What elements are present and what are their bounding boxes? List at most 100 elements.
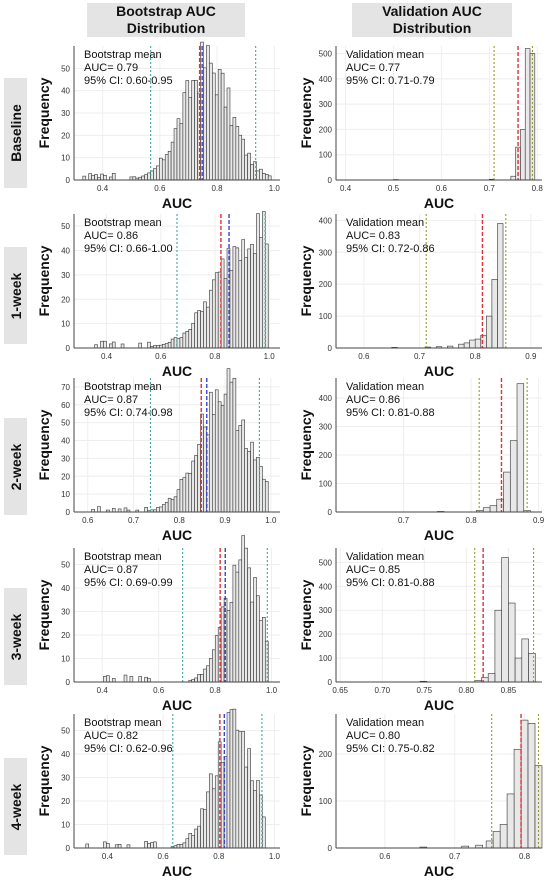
histogram-bar-64: [262, 617, 266, 683]
histogram-bar-59: [247, 748, 251, 849]
histogram-bar-3: [514, 657, 523, 683]
histogram-bar-65: [264, 174, 269, 181]
x-tick-label-1: 0.7: [128, 516, 140, 525]
histogram-bar-30: [161, 343, 166, 349]
y-tick-label-0: 0: [66, 508, 71, 517]
y-tick-label-5: 50: [61, 560, 70, 569]
y-tick-label-4: 40: [61, 437, 70, 446]
x-tick-label-0: 0.4: [97, 686, 109, 695]
annotation-line-2: 95% CI: 0.60-0.95: [84, 75, 173, 87]
histogram-bar-64: [262, 173, 266, 181]
x-axis-label: AUC: [162, 697, 192, 713]
histogram-bar-44: [203, 668, 207, 683]
histogram-bar-1: [520, 129, 526, 181]
y-tick-label-2: 20: [61, 472, 70, 481]
histogram-bar-64: [262, 816, 266, 849]
histogram-bar-3: [496, 498, 504, 513]
histogram-bar-58: [244, 766, 248, 849]
x-tick-label-2: 0.75: [416, 686, 432, 695]
histogram-bar-44: [203, 67, 207, 181]
histogram-bar-34: [173, 496, 178, 513]
histogram-bar-4: [506, 793, 515, 849]
y-tick-label-4: 400: [319, 216, 333, 225]
histogram-bar-44: [203, 426, 207, 513]
y-axis-label: Frequency: [36, 77, 52, 148]
y-tick-label-2: 20: [61, 131, 70, 140]
x-tick-label-1: 0.7: [414, 352, 426, 361]
histogram-bar-33: [170, 338, 175, 349]
x-tick-label-1: 0.6: [153, 686, 165, 695]
histogram-bar-53: [229, 602, 234, 683]
histogram-bar-0: [516, 383, 525, 513]
histogram-bar-45: [206, 306, 210, 349]
histogram-bar-19: [129, 676, 134, 683]
histogram-bar-38: [185, 80, 190, 181]
y-tick-label-2: 20: [61, 295, 70, 304]
histogram-bar-55: [235, 247, 240, 349]
histogram-bar-58: [244, 547, 248, 683]
histogram-bar-46: [209, 289, 213, 349]
histogram-bar-41: [194, 455, 198, 513]
histogram-bar-59: [247, 451, 251, 513]
histogram-bar-53: [229, 709, 234, 849]
histogram-bar-39: [188, 472, 193, 513]
histogram-bar-9: [100, 173, 104, 181]
x-tick-label-2: 0.8: [210, 686, 222, 695]
histogram-bar-5: [88, 173, 92, 181]
histogram-bar-32: [167, 150, 172, 181]
histogram-bar-28: [156, 507, 160, 513]
histogram-bar-55: [235, 571, 240, 683]
histogram-bar-40: [191, 460, 195, 513]
column-header-bootstrap: Bootstrap AUC Distribution: [87, 3, 245, 37]
histogram-bar-55: [235, 430, 240, 513]
histogram-bar-62: [256, 170, 260, 181]
histogram-bar-39: [188, 329, 193, 349]
histogram-bar-22: [138, 676, 142, 683]
histogram-bar-17: [123, 507, 128, 513]
row-label-4-week-text: 4-week: [7, 783, 24, 830]
x-tick-label-1: 0.6: [158, 852, 170, 861]
histogram-bar-63: [259, 237, 263, 349]
row-label-2-week-text: 2-week: [7, 443, 24, 490]
histogram-bar-42: [197, 825, 201, 849]
histogram-bar-15: [117, 843, 122, 849]
histogram-4-week-bootstrap: 0 10 20 30 40 50 0.4 0.6 0.8 1.0 AUC Frequency Boots…: [36, 708, 281, 879]
y-tick-label-4: 400: [319, 582, 333, 591]
y-tick-label-3: 30: [61, 271, 70, 280]
histogram-bar-52: [226, 368, 231, 513]
x-tick-label-2: 0.6: [436, 184, 448, 193]
histogram-bar-7: [94, 174, 98, 181]
histogram-bar-0: [497, 223, 504, 349]
histogram-bar-1: [509, 440, 518, 513]
histogram-bar-51: [223, 393, 228, 513]
histogram-bar-35: [176, 843, 181, 849]
row-label-baseline: Baseline: [4, 78, 27, 188]
histogram-bar-52: [226, 610, 231, 683]
row-label-4-week: 4-week: [4, 758, 27, 855]
y-tick-label-4: 40: [61, 247, 70, 256]
histogram-bar-31: [164, 501, 169, 513]
row-label-1-week: 1-week: [4, 247, 27, 344]
histogram-bar-58: [244, 448, 248, 513]
histogram-bar-13: [111, 508, 116, 513]
histogram-bar-6: [487, 673, 496, 683]
histogram-bar-35: [176, 118, 181, 181]
histogram-bar-51: [223, 278, 228, 349]
histogram-bar-2: [508, 602, 516, 683]
histogram-bar-5: [482, 507, 491, 513]
y-tick-label-3: 300: [319, 606, 333, 615]
histogram-bar-65: [264, 243, 269, 349]
y-tick-label-7: 70: [61, 383, 70, 392]
histogram-bar-57: [241, 731, 245, 849]
x-tick-label-0: 0.4: [101, 352, 113, 361]
x-axis-label: AUC: [424, 527, 454, 543]
histogram-bar-53: [229, 381, 234, 513]
histogram-bar-37: [182, 477, 187, 513]
y-tick-label-2: 200: [319, 125, 333, 134]
histogram-bar-60: [250, 244, 254, 349]
x-tick-label-1: 0.6: [154, 184, 166, 193]
histogram-bar-43: [200, 808, 204, 849]
x-tick-label-2: 0.9: [533, 516, 545, 525]
histogram-bar-59: [247, 248, 251, 349]
histogram-bar-45: [206, 665, 210, 683]
